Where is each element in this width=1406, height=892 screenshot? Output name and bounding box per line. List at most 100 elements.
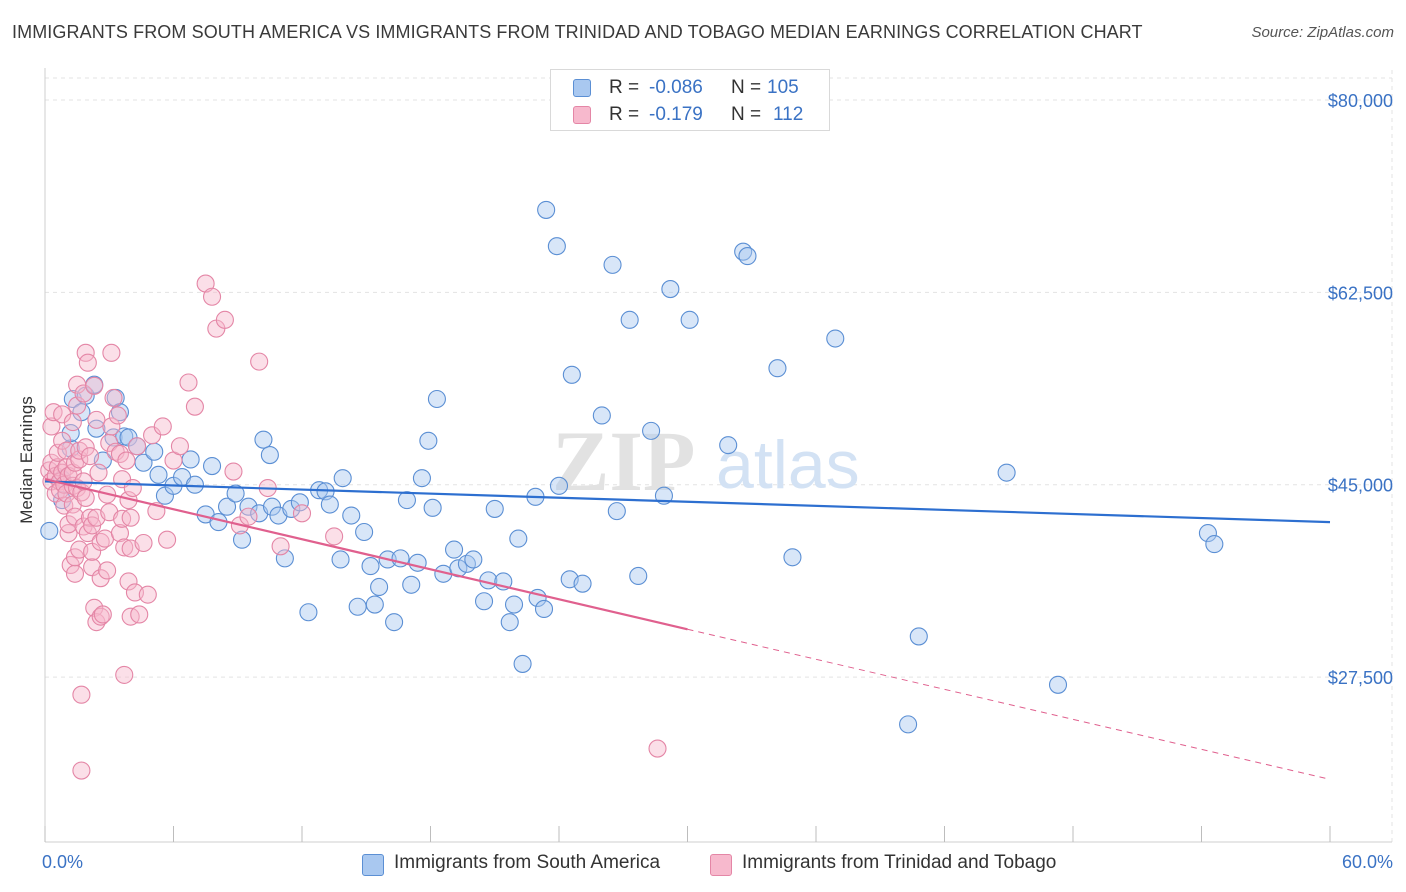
legend-r-value: -0.086: [649, 77, 703, 98]
legend-n-value: 112: [773, 104, 804, 125]
data-point-south-america: [145, 442, 164, 461]
x-tick-label-min: 0.0%: [42, 852, 83, 872]
data-point-trinidad: [72, 761, 91, 780]
data-point-trinidad: [104, 388, 123, 407]
data-point-south-america: [474, 592, 494, 611]
data-point-trinidad: [170, 437, 189, 456]
data-point-trinidad: [63, 413, 82, 432]
watermark-atlas: atlas: [716, 427, 860, 503]
trend-line-south-america: [44, 480, 1331, 524]
correlation-legend: R = -0.086 N = 105 R = -0.179 N = 112: [550, 69, 830, 131]
data-point-trinidad: [130, 605, 149, 624]
data-point-trinidad: [91, 607, 110, 626]
data-point-trinidad: [158, 530, 177, 549]
legend-r-value: -0.179: [649, 104, 703, 125]
bottom-legend-label: Immigrants from Trinidad and Tobago: [742, 852, 1057, 873]
data-point-trinidad: [89, 463, 108, 482]
y-tick-label: $62,500: [1328, 283, 1393, 303]
data-point-south-america: [361, 557, 380, 576]
data-point-south-america: [549, 476, 569, 495]
data-point-south-america: [299, 603, 318, 622]
data-point-south-america: [226, 484, 245, 503]
data-point-south-america: [607, 502, 626, 521]
data-point-trinidad: [98, 561, 117, 580]
chart-title: IMMIGRANTS FROM SOUTH AMERICA VS IMMIGRA…: [12, 22, 1143, 42]
legend-r-label: R =: [609, 104, 640, 125]
data-point-south-america: [620, 310, 639, 329]
data-point-south-america: [592, 406, 611, 425]
data-point-trinidad: [185, 397, 204, 416]
data-point-south-america: [232, 530, 252, 549]
series-trinidad-points: [40, 274, 667, 780]
data-point-south-america: [738, 247, 757, 266]
data-point-south-america: [320, 495, 339, 514]
data-point-trinidad: [325, 527, 344, 546]
bottom-legend-swatch-pink: [710, 854, 732, 876]
data-point-south-america: [1198, 524, 1217, 543]
data-point-trinidad: [115, 665, 134, 684]
data-point-trinidad: [102, 343, 121, 362]
data-point-south-america: [513, 654, 532, 673]
data-point-south-america: [680, 310, 699, 329]
data-point-south-america: [427, 389, 446, 409]
data-point-south-america: [629, 566, 648, 586]
data-point-south-america: [537, 200, 556, 219]
data-point-south-america: [185, 475, 204, 494]
legend-r-label: R =: [609, 77, 640, 98]
data-point-south-america: [500, 613, 519, 632]
data-point-trinidad: [80, 447, 100, 466]
data-point-trinidad: [123, 478, 142, 498]
data-point-trinidad: [110, 444, 130, 464]
data-point-trinidad: [110, 524, 130, 543]
data-point-south-america: [275, 549, 294, 568]
data-point-trinidad: [239, 507, 258, 526]
data-point-south-america: [397, 491, 416, 510]
axes: [44, 68, 1392, 843]
data-point-south-america: [485, 499, 504, 518]
data-point-trinidad: [196, 274, 215, 293]
data-point-trinidad: [250, 352, 269, 371]
grid-lines: [45, 70, 1393, 842]
data-point-south-america: [402, 575, 421, 594]
trend-line-trinidad-extrapolated: [687, 628, 1331, 780]
axis-labels: $27,500 $45,000 $62,500 $80,000 0.0% 60.0% Med…: [17, 91, 1393, 872]
data-point-south-america: [719, 436, 738, 455]
legend-swatch-blue: [573, 79, 591, 97]
data-point-south-america: [333, 469, 352, 488]
data-point-south-america: [385, 613, 404, 632]
data-point-trinidad: [53, 431, 72, 450]
legend-swatch-pink: [573, 106, 591, 124]
data-point-trinidad: [76, 488, 95, 507]
data-point-south-america: [909, 627, 928, 646]
data-point-trinidad: [153, 417, 172, 436]
data-point-south-america: [365, 595, 384, 614]
data-point-trinidad: [76, 438, 95, 457]
y-axis-title: Median Earnings: [17, 396, 36, 524]
data-point-south-america: [40, 521, 59, 540]
data-point-trinidad: [78, 353, 97, 372]
data-point-south-america: [768, 359, 787, 378]
data-point-south-america: [504, 595, 524, 614]
data-point-trinidad: [72, 685, 91, 704]
data-point-south-america: [331, 550, 350, 569]
data-point-south-america: [370, 577, 389, 597]
data-point-south-america: [573, 574, 592, 593]
trend-lines: [44, 478, 1331, 780]
source-attribution: Source: ZipAtlas.com: [1251, 24, 1394, 41]
data-point-south-america: [260, 446, 279, 465]
data-point-south-america: [423, 498, 442, 517]
data-point-trinidad: [138, 585, 157, 604]
data-point-trinidad: [648, 739, 667, 758]
data-point-trinidad: [42, 417, 61, 436]
data-point-south-america: [1048, 675, 1068, 694]
data-point-south-america: [826, 329, 845, 348]
data-point-trinidad: [292, 504, 312, 523]
data-point-south-america: [445, 540, 464, 559]
data-point-trinidad: [179, 373, 198, 392]
data-point-south-america: [412, 469, 431, 488]
data-point-south-america: [997, 463, 1016, 482]
legend-n-value: 105: [767, 77, 799, 98]
watermark: ZIP atlas: [552, 413, 860, 509]
data-point-trinidad: [119, 572, 138, 591]
data-point-south-america: [603, 255, 622, 274]
